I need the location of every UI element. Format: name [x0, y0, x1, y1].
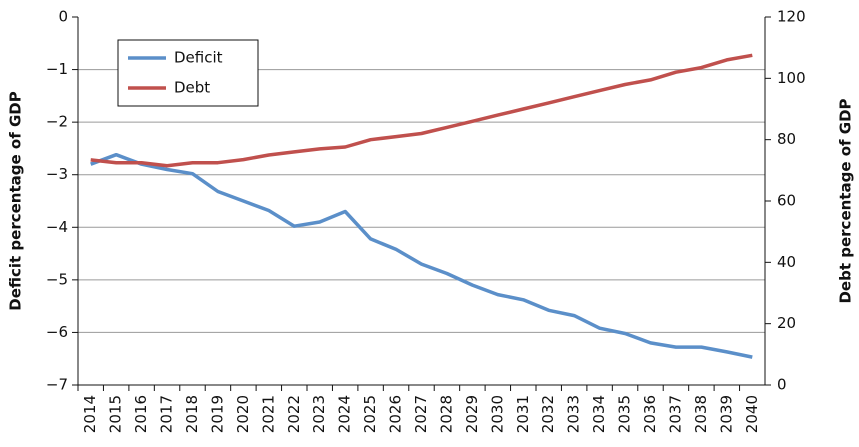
x-tick-label: 2015: [107, 395, 125, 433]
y2-tick-label: 100: [777, 69, 806, 87]
x-tick-label: 2035: [616, 395, 634, 433]
x-tick-label: 2030: [488, 395, 506, 433]
y-tick-label: −7: [46, 376, 68, 394]
y-tick-label: −1: [46, 60, 68, 78]
y-tick-label: −2: [46, 113, 68, 131]
x-tick-label: 2032: [539, 395, 557, 433]
x-tick-label: 2020: [234, 395, 252, 433]
x-tick-label: 2022: [285, 395, 303, 433]
series-line: [90, 152, 753, 359]
x-tick-label: 2023: [310, 395, 328, 433]
x-tick-label: 2029: [463, 395, 481, 433]
legend-label: Debt: [174, 79, 210, 97]
legend-box: [117, 39, 259, 107]
x-tick-label: 2039: [717, 395, 735, 433]
x-tick-label: 2040: [743, 395, 761, 433]
y-tick-label: −4: [46, 218, 68, 236]
y-tick-label: −6: [46, 323, 68, 341]
x-tick-label: 2018: [183, 395, 201, 433]
y2-tick-label: 80: [777, 130, 796, 148]
x-tick-label: 2038: [692, 395, 710, 433]
x-tick-label: 2025: [361, 395, 379, 433]
y2-tick-label: 60: [777, 192, 796, 210]
x-tick-label: 2031: [514, 395, 532, 433]
legend-label: Deficit: [174, 49, 223, 67]
x-tick-label: 2036: [641, 395, 659, 433]
x-tick-label: 2014: [81, 395, 99, 433]
x-tick-label: 2037: [666, 395, 684, 433]
x-tick-label: 2033: [565, 395, 583, 433]
y-axis-label: Deficit percentage of GDP: [7, 91, 25, 310]
x-tick-label: 2021: [259, 395, 277, 433]
y-tick-label: −5: [46, 270, 68, 288]
x-tick-label: 2034: [590, 395, 608, 433]
x-tick-label: 2026: [387, 395, 405, 433]
y-tick-label: −3: [46, 165, 68, 183]
y2-tick-label: 40: [777, 253, 796, 271]
y2-tick-label: 0: [777, 376, 787, 394]
x-tick-label: 2027: [412, 395, 430, 433]
x-tick-label: 2019: [208, 395, 226, 433]
x-tick-label: 2017: [158, 395, 176, 433]
y2-tick-label: 120: [777, 8, 806, 26]
x-tick-label: 2028: [437, 395, 455, 433]
y2-tick-label: 20: [777, 314, 796, 332]
y2-axis-label: Debt percentage of GDP: [837, 98, 855, 303]
x-tick-label: 2016: [132, 395, 150, 433]
series-line: [90, 53, 753, 168]
y-tick-label: 0: [58, 8, 68, 26]
x-tick-label: 2024: [336, 395, 354, 433]
